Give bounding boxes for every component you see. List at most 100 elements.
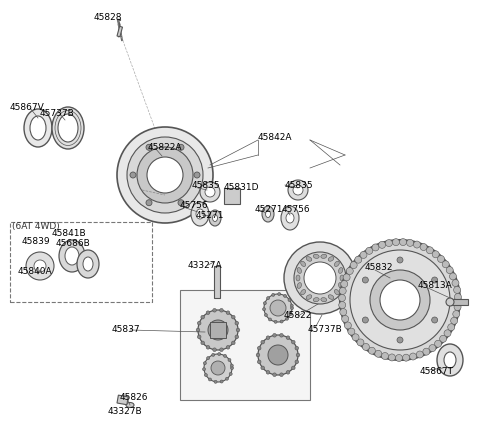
Circle shape (26, 252, 54, 280)
Text: 45271: 45271 (196, 211, 225, 219)
Circle shape (295, 346, 299, 350)
Circle shape (352, 334, 359, 341)
Ellipse shape (83, 257, 93, 271)
Text: 45837: 45837 (112, 325, 141, 335)
Circle shape (399, 239, 407, 246)
Circle shape (280, 333, 283, 337)
Circle shape (291, 366, 295, 370)
Circle shape (446, 298, 454, 306)
Circle shape (350, 250, 450, 350)
Circle shape (236, 328, 240, 332)
Circle shape (362, 343, 370, 350)
Text: 45686B: 45686B (56, 240, 91, 248)
Circle shape (286, 317, 288, 320)
Circle shape (256, 353, 260, 357)
Circle shape (198, 310, 238, 350)
Circle shape (206, 311, 210, 314)
Bar (117, 26, 122, 37)
Text: 45842A: 45842A (258, 134, 292, 142)
Circle shape (280, 320, 283, 323)
Ellipse shape (313, 298, 319, 302)
Circle shape (274, 320, 277, 323)
Circle shape (264, 314, 267, 317)
Circle shape (338, 294, 346, 301)
Circle shape (226, 346, 230, 349)
Circle shape (380, 280, 420, 320)
Circle shape (257, 360, 261, 364)
Circle shape (442, 261, 449, 268)
Text: 45835: 45835 (192, 181, 221, 191)
Ellipse shape (58, 114, 78, 142)
Ellipse shape (209, 210, 221, 226)
Circle shape (206, 346, 210, 349)
Circle shape (213, 308, 216, 312)
Circle shape (455, 293, 461, 300)
Ellipse shape (328, 257, 334, 261)
Circle shape (228, 358, 231, 361)
Circle shape (194, 172, 200, 178)
Circle shape (235, 321, 239, 325)
Circle shape (342, 315, 348, 322)
Circle shape (204, 362, 206, 365)
Circle shape (453, 311, 460, 318)
Circle shape (273, 333, 276, 337)
Circle shape (229, 372, 232, 375)
Circle shape (268, 345, 288, 365)
Circle shape (355, 256, 362, 263)
Circle shape (407, 240, 414, 247)
Circle shape (263, 308, 265, 311)
Circle shape (362, 277, 368, 283)
Circle shape (235, 335, 239, 339)
Circle shape (117, 127, 213, 223)
Circle shape (344, 322, 351, 329)
Circle shape (339, 301, 346, 308)
Ellipse shape (24, 109, 52, 147)
Circle shape (396, 354, 403, 361)
Circle shape (397, 337, 403, 343)
Circle shape (280, 373, 283, 377)
Circle shape (294, 252, 346, 304)
Text: 43327B: 43327B (108, 407, 143, 417)
Circle shape (34, 260, 46, 272)
Circle shape (286, 371, 290, 374)
Circle shape (201, 341, 204, 345)
Circle shape (220, 308, 223, 312)
Circle shape (291, 340, 295, 344)
Circle shape (368, 347, 375, 354)
Circle shape (146, 200, 152, 206)
Ellipse shape (437, 344, 463, 376)
Circle shape (147, 157, 183, 193)
Text: 45822: 45822 (284, 311, 312, 321)
Circle shape (137, 147, 193, 203)
Circle shape (226, 377, 228, 380)
Circle shape (413, 241, 420, 248)
Circle shape (357, 339, 364, 346)
Ellipse shape (265, 211, 271, 218)
Circle shape (448, 324, 455, 331)
Circle shape (416, 351, 423, 358)
Circle shape (288, 298, 291, 301)
Circle shape (289, 312, 292, 315)
Text: 45841B: 45841B (52, 230, 86, 239)
Text: 45813A: 45813A (418, 282, 453, 290)
Circle shape (288, 180, 308, 200)
Circle shape (218, 353, 221, 356)
Circle shape (212, 353, 215, 357)
Circle shape (295, 360, 299, 364)
Circle shape (362, 317, 368, 323)
Circle shape (266, 371, 270, 374)
Ellipse shape (335, 261, 339, 266)
Ellipse shape (338, 268, 343, 273)
Circle shape (224, 354, 227, 357)
Circle shape (211, 361, 225, 375)
Circle shape (375, 350, 382, 357)
Bar (10, 222, 152, 302)
Circle shape (201, 315, 204, 319)
Circle shape (284, 242, 356, 314)
Circle shape (340, 308, 347, 315)
Ellipse shape (59, 240, 85, 272)
Circle shape (440, 336, 446, 343)
Circle shape (454, 286, 461, 293)
Circle shape (370, 270, 430, 330)
Circle shape (204, 354, 232, 382)
